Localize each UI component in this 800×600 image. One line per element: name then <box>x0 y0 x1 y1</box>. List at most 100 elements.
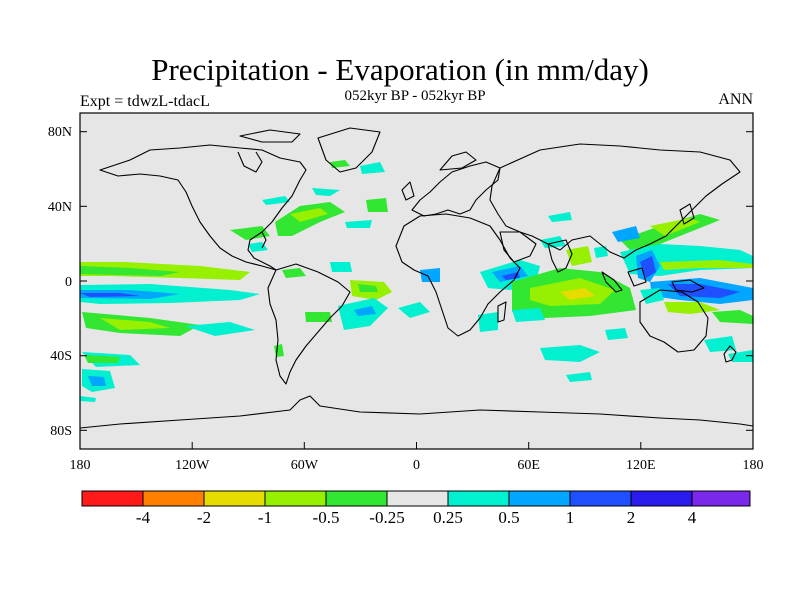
chart-subtitle: 052kyr BP - 052kyr BP <box>344 88 486 104</box>
experiment-label: Expt = tdwzL-tdacL <box>80 93 210 110</box>
field-patch <box>712 310 753 324</box>
field-patch <box>560 288 595 300</box>
coastline-europe <box>411 161 501 217</box>
field-patch <box>640 256 656 278</box>
colorbar-box <box>81 490 144 507</box>
field-patch <box>282 268 306 278</box>
colorbar-box <box>264 490 327 507</box>
field-patch <box>512 308 545 322</box>
lon-tick-label: 0 <box>413 458 420 473</box>
coastline-arctic-islands <box>239 129 301 143</box>
latitude-ticks: 80N 40N 0 40S 80S <box>48 125 753 439</box>
colorbar-label: -0.5 <box>313 508 340 527</box>
field-patch <box>262 196 290 205</box>
field-patch <box>80 293 140 297</box>
map-background <box>80 113 753 449</box>
coastline-sumatra <box>601 271 623 293</box>
field-patch <box>540 236 566 248</box>
coastline-india <box>547 239 573 273</box>
field-patch <box>290 208 328 222</box>
colorbar-box <box>447 490 510 507</box>
field-patch <box>728 350 753 362</box>
colorbar-label: 2 <box>627 508 636 527</box>
coastline-africa <box>395 213 521 337</box>
colorbar-label: 4 <box>688 508 697 527</box>
coastline-scandinavia <box>439 151 477 171</box>
colorbar-label: -4 <box>136 508 151 527</box>
coastline-antarctica <box>80 395 753 429</box>
coastline-new-guinea <box>671 279 705 293</box>
field-patch <box>594 246 608 258</box>
colorbar-label: 0.5 <box>498 508 519 527</box>
coastline-arabia <box>499 231 537 263</box>
field-patch <box>605 328 628 340</box>
field-patch <box>84 355 120 363</box>
field-patch <box>80 396 96 402</box>
field-patch <box>185 322 255 336</box>
field-patch <box>312 188 340 196</box>
field-patch <box>366 198 388 212</box>
lon-tick-label: 120W <box>175 458 210 473</box>
field-patch <box>360 162 385 174</box>
field-patch <box>248 242 268 252</box>
coastline-australia <box>639 289 709 353</box>
lon-tick-label: 120E <box>626 458 656 473</box>
field-patch <box>640 288 664 304</box>
field-patch <box>478 312 498 332</box>
field-patch <box>540 345 600 362</box>
longitude-ticks: 180 120W 60W 0 60E 120E 180 <box>70 442 764 473</box>
lat-tick-label: 40N <box>48 200 72 215</box>
lat-tick-label: 80S <box>50 424 72 439</box>
coastline-borneo <box>627 267 647 287</box>
coastlines <box>80 127 753 429</box>
field-patch <box>88 376 106 386</box>
colorbar-box <box>142 490 205 507</box>
coastline-florida <box>261 231 267 249</box>
field-patch <box>664 302 720 314</box>
colorbar-label: -2 <box>197 508 211 527</box>
field-patch <box>80 266 180 276</box>
colorbar-label: 1 <box>566 508 575 527</box>
lon-tick-label: 180 <box>743 458 764 473</box>
lon-tick-label: 60W <box>291 458 319 473</box>
coastline-japan <box>679 203 695 225</box>
coastline-new-zealand <box>723 345 737 363</box>
field-patch <box>420 268 440 282</box>
colorbar-label: -1 <box>258 508 272 527</box>
field-patch <box>345 220 372 228</box>
field-patch <box>358 284 378 292</box>
field-patch <box>100 318 170 330</box>
coastline-hudson <box>237 151 263 173</box>
field-patch <box>660 260 753 270</box>
coastline-asia <box>489 143 741 259</box>
coastline-north-america <box>99 144 307 271</box>
colorbar-box <box>691 490 751 507</box>
field-patch <box>566 246 592 266</box>
field-patch <box>230 226 270 240</box>
coastline-uk <box>401 181 415 201</box>
coastline-greenland <box>317 127 381 173</box>
colorbar-box <box>203 490 266 507</box>
lat-tick-label: 0 <box>65 275 72 290</box>
field-patch <box>354 306 376 316</box>
field-patch <box>566 372 592 382</box>
colorbar-box <box>325 490 388 507</box>
coastline-madagascar <box>497 301 507 323</box>
lon-tick-label: 60E <box>517 458 540 473</box>
colorbar: -4 -2 -1 -0.5 -0.25 0.25 0.5 1 2 4 <box>81 490 751 527</box>
field-patch <box>330 160 350 168</box>
colorbar-box <box>508 490 571 507</box>
field-patch <box>305 312 332 322</box>
lon-tick-label: 180 <box>70 458 91 473</box>
anomaly-field <box>80 160 753 402</box>
field-patch <box>330 262 352 272</box>
field-patch <box>548 212 572 222</box>
season-label: ANN <box>718 91 753 108</box>
colorbar-box <box>569 490 632 507</box>
colorbar-label: -0.25 <box>369 508 404 527</box>
lat-tick-label: 40S <box>50 349 72 364</box>
coastline-south-america <box>267 263 351 385</box>
lat-tick-label: 80N <box>48 125 72 140</box>
field-patch <box>612 226 640 242</box>
colorbar-box <box>386 490 449 507</box>
